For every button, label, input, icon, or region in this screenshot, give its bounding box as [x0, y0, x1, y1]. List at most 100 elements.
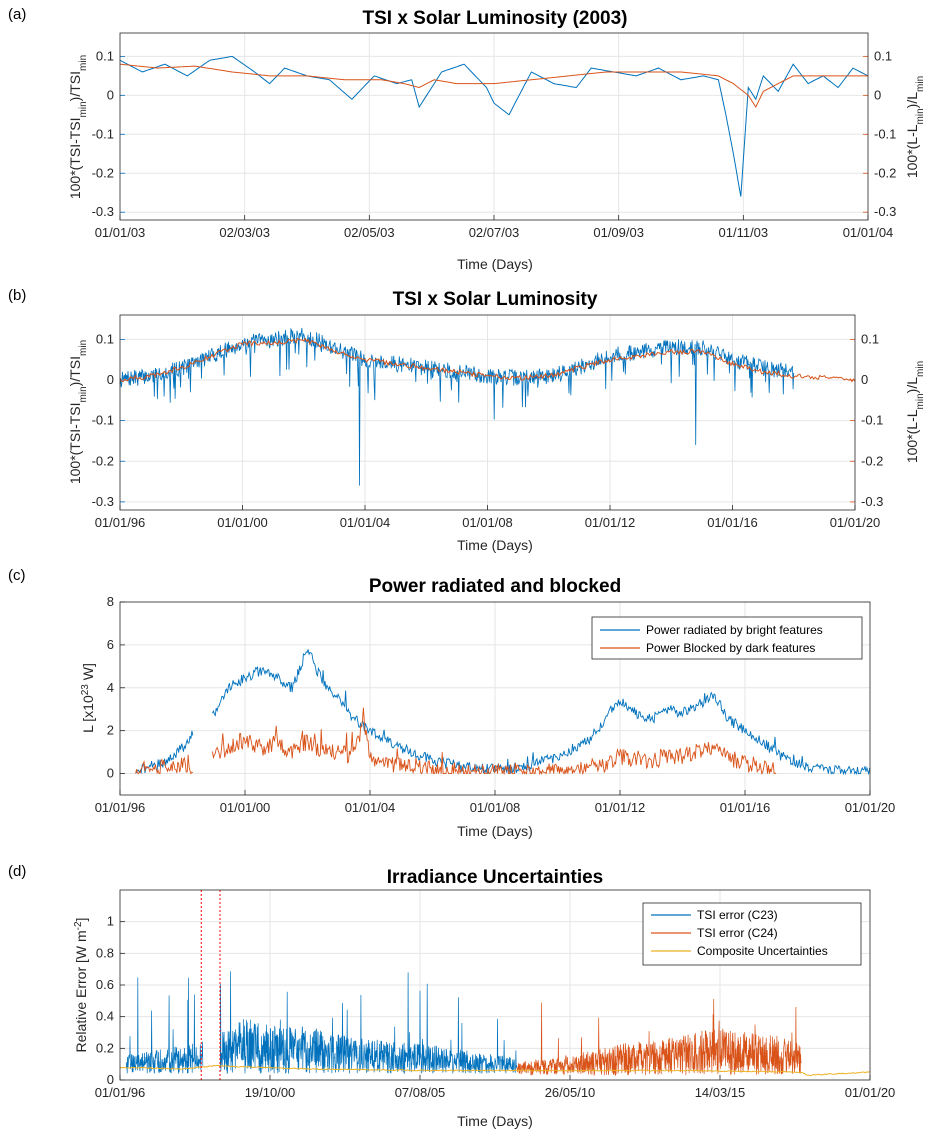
panel-a-y-tick-label: -0.3	[92, 204, 114, 219]
panel-c-y-tick-label: 4	[107, 680, 114, 695]
panel-b-y-tick-label: 0	[107, 372, 114, 387]
luminosity-2003-line	[119, 63, 868, 109]
panel-b-y-tick-label: -0.1	[92, 413, 114, 428]
panel-d-legend-box	[642, 902, 862, 966]
panel-c-y-tick-label: 6	[107, 637, 114, 652]
panel-d-x-tick-label: 01/01/20	[845, 1085, 896, 1100]
panel-d-y-tick-label: 1	[107, 914, 114, 929]
panel-c: (c) Power radiated and blocked Time (Day…	[8, 567, 895, 839]
panel-c-axes-box	[119, 601, 871, 796]
panel-d-y-tick-label: 0	[107, 1072, 114, 1087]
panel-d-xlabel: Time (Days)	[457, 1113, 533, 1129]
legend-label-0: TSI error (C23)	[697, 908, 778, 922]
panel-c-xlabel: Time (Days)	[457, 823, 533, 839]
panel-b-y-right-tick-label: -0.1	[861, 413, 883, 428]
panel-d-title: Irradiance Uncertainties	[387, 867, 603, 888]
panel-d-x-tick-label: 26/05/10	[545, 1085, 596, 1100]
panel-c-title: Power radiated and blocked	[369, 576, 621, 597]
panel-b-x-tick-label: 01/01/12	[585, 515, 636, 530]
panel-b-ylabel-left: 100*(TSI-TSImin)/TSImin	[67, 340, 89, 484]
panel-a-y-right-tick-label: 0	[874, 87, 881, 102]
panel-label-b: (b)	[8, 287, 26, 304]
panel-b-xlabel: Time (Days)	[457, 537, 533, 553]
panel-b-axes-box	[119, 314, 856, 511]
panel-b-x-tick-label: 01/01/20	[830, 515, 881, 530]
panel-d: (d) Irradiance Uncertainties Time (Days)…	[8, 863, 895, 1129]
panel-a-x-tick-label: 01/01/04	[843, 225, 894, 240]
panel-a-x-tick-label: 02/03/03	[219, 225, 270, 240]
panel-c-legend: Power radiated by bright features Power B…	[591, 616, 863, 660]
panel-b-x-tick-label: 01/01/00	[217, 515, 268, 530]
panel-d-y-tick-label: 0.6	[96, 977, 114, 992]
panel-b-title: TSI x Solar Luminosity	[393, 289, 598, 310]
panel-b-y-tick-label: -0.2	[92, 453, 114, 468]
panel-a-x-tick-label: 02/05/03	[344, 225, 395, 240]
panel-d-y-tick-label: 0.2	[96, 1040, 114, 1055]
panel-a-y-tick-label: 0.1	[96, 48, 114, 63]
panel-b-y-right-tick-label: 0.1	[861, 331, 879, 346]
panel-label-c: (c)	[8, 567, 26, 584]
panel-c-x-tick-label: 01/01/08	[470, 800, 521, 815]
dark-features-line	[135, 707, 777, 776]
panel-b: (b) TSI x Solar Luminosity Time (Days) 0…	[8, 287, 926, 553]
panel-a-axes-box	[119, 32, 869, 221]
panel-d-x-tick-label: 14/03/15	[695, 1085, 746, 1100]
panel-c-y-tick-label: 2	[107, 723, 114, 738]
panel-c-x-tick-label: 01/01/20	[845, 800, 896, 815]
panel-b-ylabel-right: 100*(L-Lmin)/Lmin	[904, 361, 926, 463]
panel-b-x-tick-label: 01/01/04	[340, 515, 391, 530]
panel-c-x-tick-label: 01/01/04	[345, 800, 396, 815]
panel-d-y-tick-label: 0.8	[96, 945, 114, 960]
panel-c-x-tick-label: 01/01/00	[220, 800, 271, 815]
panel-a-x-tick-label: 02/07/03	[469, 225, 520, 240]
panel-b-y-right-tick-label: -0.3	[861, 494, 883, 509]
panel-d-legend: TSI error (C23) TSI error (C24) Composite …	[642, 902, 862, 966]
legend-label-dark: Power Blocked by dark features	[646, 641, 815, 655]
panel-c-x-tick-label: 01/01/12	[595, 800, 646, 815]
panel-a-y-right-tick-label: -0.2	[874, 165, 896, 180]
panel-a-y-right-tick-label: 0.1	[874, 48, 892, 63]
panel-d-x-tick-label: 19/10/00	[245, 1085, 296, 1100]
tsi-error-c24-line	[516, 998, 802, 1077]
legend-label-1: TSI error (C24)	[697, 926, 778, 940]
panel-b-y-right-tick-label: -0.2	[861, 453, 883, 468]
panel-b-x-tick-label: 01/01/16	[707, 515, 758, 530]
panel-d-axes-box	[119, 889, 871, 1081]
panel-label-a: (a)	[8, 6, 26, 23]
panel-a-y-tick-label: 0	[107, 87, 114, 102]
bright-features-line	[135, 649, 871, 776]
panel-d-x-tick-label: 07/08/05	[395, 1085, 446, 1100]
legend-label-2: Composite Uncertainties	[697, 944, 828, 958]
composite-uncertainties-line	[119, 1064, 871, 1077]
panel-c-x-tick-label: 01/01/16	[720, 800, 771, 815]
panel-d-x-tick-label: 01/01/96	[95, 1085, 146, 1100]
panel-label-d: (d)	[8, 863, 26, 880]
panel-d-ylabel: Relative Error [W m-2]	[73, 918, 90, 1053]
panel-a-title: TSI x Solar Luminosity (2003)	[362, 8, 627, 29]
panel-a-ylabel-right: 100*(L-Lmin)/Lmin	[904, 76, 926, 178]
panel-a-y-tick-label: -0.1	[92, 126, 114, 141]
panel-a-y-tick-label: -0.2	[92, 165, 114, 180]
tsi-error-c23-line	[125, 971, 518, 1074]
panel-a-xlabel: Time (Days)	[457, 256, 533, 272]
panel-b-y-tick-label: 0.1	[96, 331, 114, 346]
panel-a-x-tick-label: 01/01/03	[95, 225, 146, 240]
panel-c-ylabel: L [x1023 W]	[80, 663, 97, 733]
legend-label-bright: Power radiated by bright features	[646, 623, 823, 637]
panel-c-y-tick-label: 0	[107, 766, 114, 781]
panel-b-x-tick-label: 01/01/96	[95, 515, 146, 530]
panel-b-x-tick-label: 01/01/08	[462, 515, 513, 530]
panel-b-y-right-tick-label: 0	[861, 372, 868, 387]
luminosity-line	[119, 337, 856, 383]
panel-a-x-tick-label: 01/09/03	[593, 225, 644, 240]
panel-a-x-tick-label: 01/11/03	[719, 225, 769, 240]
panel-a-y-right-tick-label: -0.3	[874, 204, 896, 219]
panel-c-y-tick-label: 8	[107, 594, 114, 609]
panel-a-ylabel-left: 100*(TSI-TSImin)/TSImin	[67, 55, 89, 199]
panel-a-y-right-tick-label: -0.1	[874, 126, 896, 141]
panel-b-y-tick-label: -0.3	[92, 494, 114, 509]
panel-d-y-tick-label: 0.4	[96, 1009, 114, 1024]
panel-c-legend-box	[591, 616, 863, 660]
panel-a: (a) TSI x Solar Luminosity (2003) Time (…	[8, 6, 926, 272]
